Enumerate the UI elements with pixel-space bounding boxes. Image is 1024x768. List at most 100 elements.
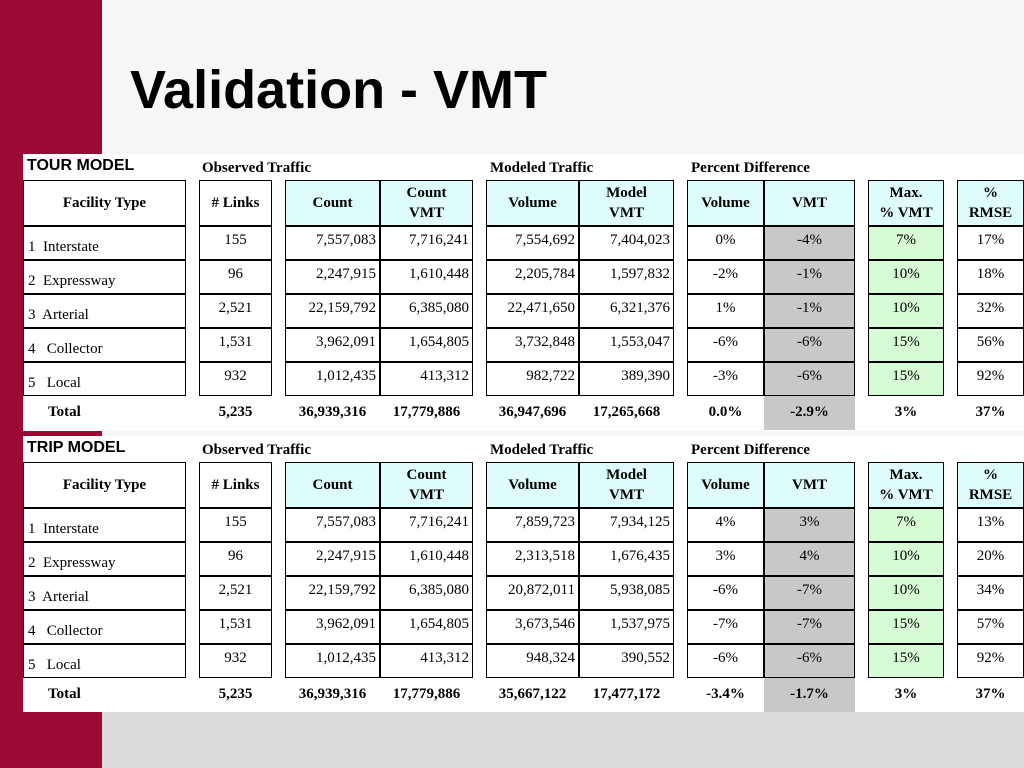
- total-label: Total: [48, 404, 81, 420]
- table-cell: -2%: [687, 260, 764, 294]
- table-cell: 2,247,915: [285, 542, 380, 576]
- table-cell: 2,521: [199, 576, 272, 610]
- column-header-model-vmt: Model VMT: [579, 180, 674, 226]
- column-header-volume: Volume: [486, 462, 579, 508]
- row-label: 3 Arterial: [23, 294, 186, 328]
- table-cell: 20%: [957, 542, 1024, 576]
- row-label: 1 Interstate: [23, 226, 186, 260]
- table-cell: 1,597,832: [579, 260, 674, 294]
- total-cell: 17,265,668: [592, 404, 661, 420]
- table-cell: 1,610,448: [380, 260, 473, 294]
- table-cell: 3%: [687, 542, 764, 576]
- total-cell: 3%: [894, 686, 918, 702]
- table-cell: -6%: [764, 362, 855, 396]
- column-header-pd-volume: Volume: [687, 180, 764, 226]
- table-cell: 982,722: [486, 362, 579, 396]
- table-cell: 3,732,848: [486, 328, 579, 362]
- table-cell: 96: [199, 260, 272, 294]
- total-cell: 3%: [894, 404, 918, 420]
- table-cell: 155: [199, 508, 272, 542]
- table-cell: -6%: [764, 328, 855, 362]
- slide-title: Validation - VMT: [130, 60, 548, 120]
- table-cell: 15%: [868, 328, 944, 362]
- row-label: 2 Expressway: [23, 260, 186, 294]
- observed-traffic-label: Observed Traffic: [202, 442, 312, 458]
- table-cell: 20,872,011: [486, 576, 579, 610]
- modeled-traffic-label: Modeled Traffic: [490, 442, 594, 458]
- table-cell: 17%: [957, 226, 1024, 260]
- column-header-facility-type: Facility Type: [23, 462, 186, 508]
- table-cell: 32%: [957, 294, 1024, 328]
- column-header-facility-type: Facility Type: [23, 180, 186, 226]
- total-cell: 5,235: [218, 404, 253, 420]
- table-cell: 2,521: [199, 294, 272, 328]
- table-cell: 7,716,241: [380, 226, 473, 260]
- table-cell: 96: [199, 542, 272, 576]
- total-cell: -2.9%: [764, 396, 855, 430]
- table-cell: 3,962,091: [285, 328, 380, 362]
- table-cell: -7%: [687, 610, 764, 644]
- table-cell: 3%: [764, 508, 855, 542]
- total-cell: 17,779,886: [392, 686, 461, 702]
- table-cell: 7,716,241: [380, 508, 473, 542]
- table-cell: 7,934,125: [579, 508, 674, 542]
- table-cell: 56%: [957, 328, 1024, 362]
- row-label: 4 Collector: [23, 610, 186, 644]
- row-label: 1 Interstate: [23, 508, 186, 542]
- table-cell: 1,610,448: [380, 542, 473, 576]
- table-cell: -6%: [687, 644, 764, 678]
- footer-band: [102, 712, 1024, 768]
- percent-difference-label: Percent Difference: [691, 160, 810, 176]
- table-cell: 7,557,083: [285, 226, 380, 260]
- row-label: 5 Local: [23, 362, 186, 396]
- total-cell: 37%: [975, 686, 1006, 702]
- table-cell: 1,531: [199, 610, 272, 644]
- column-header-rmse: % RMSE: [957, 180, 1024, 226]
- table-cell: 1,012,435: [285, 644, 380, 678]
- row-label: 3 Arterial: [23, 576, 186, 610]
- total-cell: 36,939,316: [298, 404, 367, 420]
- table-cell: 13%: [957, 508, 1024, 542]
- total-cell: 17,779,886: [392, 404, 461, 420]
- column-header-count: Count: [285, 180, 380, 226]
- table-cell: 1,553,047: [579, 328, 674, 362]
- table-cell: 1,654,805: [380, 610, 473, 644]
- total-cell: -1.7%: [764, 678, 855, 712]
- table-cell: 1,012,435: [285, 362, 380, 396]
- column-header-max-vmt: Max. % VMT: [868, 180, 944, 226]
- model-label: TRIP MODEL: [27, 439, 126, 456]
- table-cell: 15%: [868, 362, 944, 396]
- table-cell: 3,673,546: [486, 610, 579, 644]
- table-cell: 7%: [868, 226, 944, 260]
- row-label: 2 Expressway: [23, 542, 186, 576]
- column-header-links: # Links: [199, 462, 272, 508]
- table-cell: 6,385,080: [380, 294, 473, 328]
- table-cell: 1,676,435: [579, 542, 674, 576]
- total-cell: -3.4%: [706, 686, 745, 702]
- table-cell: 22,159,792: [285, 576, 380, 610]
- table-cell: -1%: [764, 260, 855, 294]
- table-cell: 22,159,792: [285, 294, 380, 328]
- table-cell: -1%: [764, 294, 855, 328]
- row-label: 5 Local: [23, 644, 186, 678]
- total-cell: 17,477,172: [592, 686, 661, 702]
- table-cell: 10%: [868, 576, 944, 610]
- table-cell: -6%: [687, 328, 764, 362]
- column-header-count-vmt: Count VMT: [380, 462, 473, 508]
- observed-traffic-label: Observed Traffic: [202, 160, 312, 176]
- table-cell: 7,554,692: [486, 226, 579, 260]
- table-cell: 1,537,975: [579, 610, 674, 644]
- table-cell: 10%: [868, 294, 944, 328]
- table-cell: 22,471,650: [486, 294, 579, 328]
- total-cell: 0.0%: [708, 404, 743, 420]
- table-cell: -6%: [687, 576, 764, 610]
- column-header-pd-volume: Volume: [687, 462, 764, 508]
- table-cell: 6,321,376: [579, 294, 674, 328]
- total-cell: 35,667,122: [498, 686, 567, 702]
- table-cell: -3%: [687, 362, 764, 396]
- table-cell: -6%: [764, 644, 855, 678]
- total-cell: 37%: [975, 404, 1006, 420]
- table-cell: 92%: [957, 362, 1024, 396]
- table-cell: 15%: [868, 644, 944, 678]
- model-label: TOUR MODEL: [27, 157, 135, 174]
